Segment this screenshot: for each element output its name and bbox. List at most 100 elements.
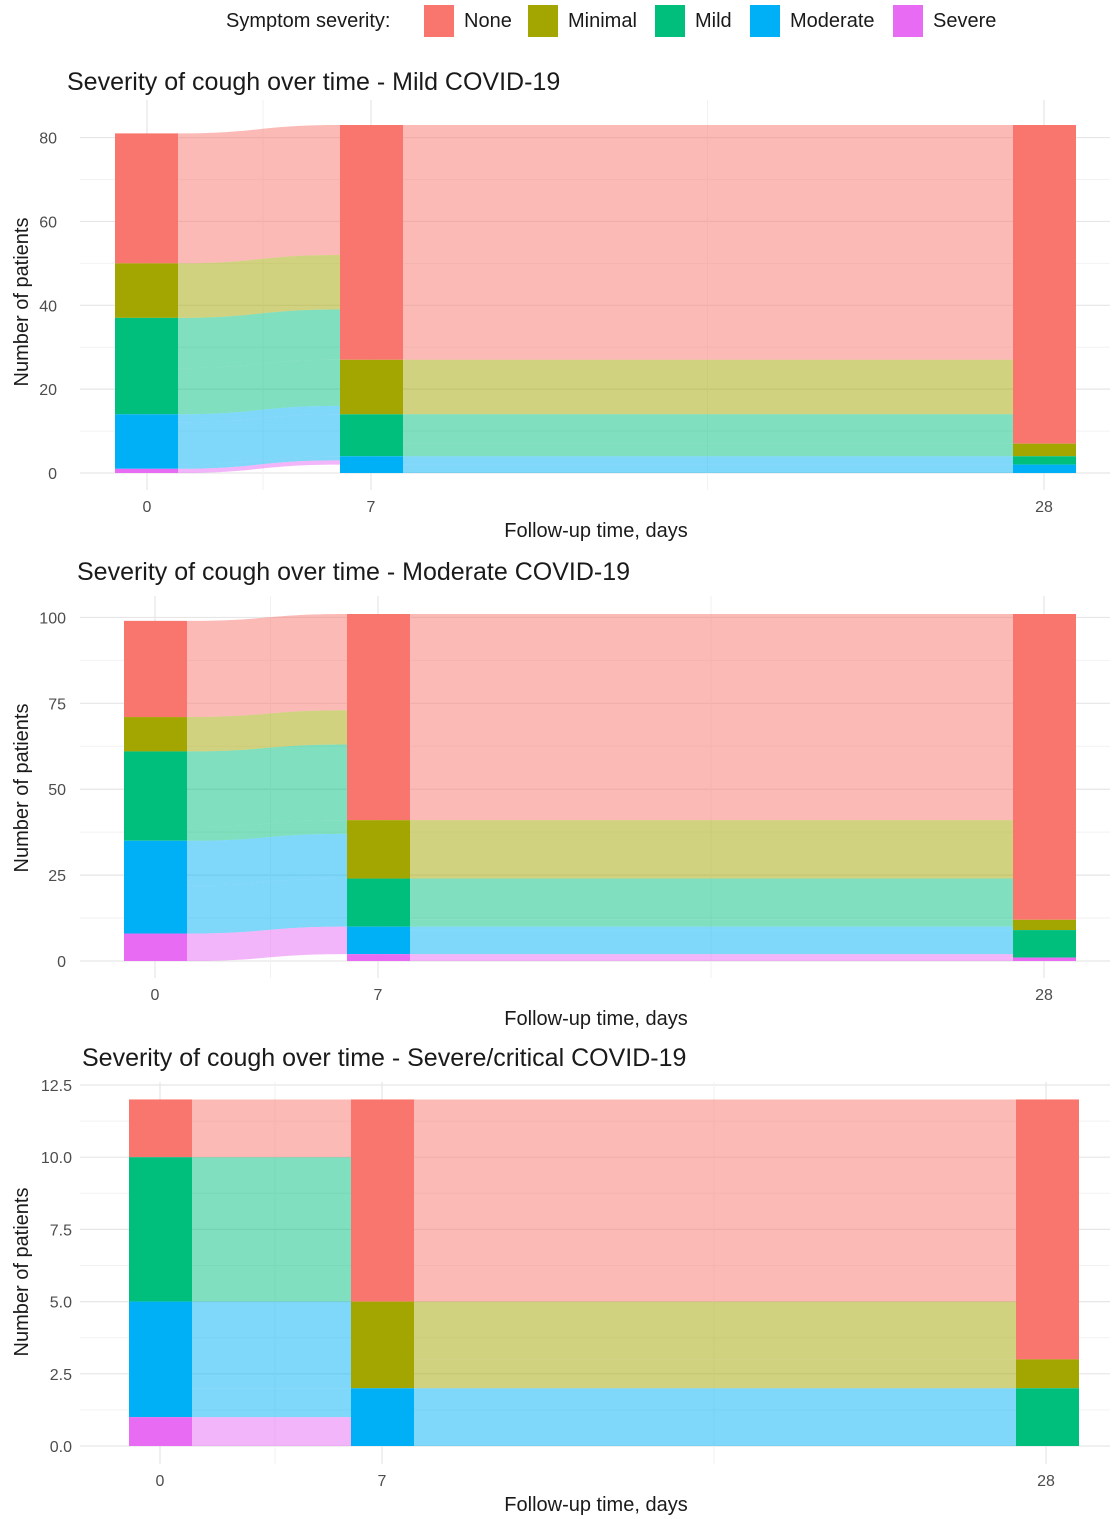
flow-minimal-to-none	[403, 359, 1013, 415]
chart-panel-2: 0.0 2.5 5.0 7.5 10.0 12.5 0 7 28 Follow-up time, …	[11, 1078, 1110, 1516]
stack-bar-none-day-7	[347, 614, 410, 821]
flow-moderate-to-moderate	[403, 464, 1013, 473]
legend-title: Symptom severity:	[226, 10, 391, 32]
x-tick-label: 7	[378, 1473, 387, 1490]
legend-label-severe: Severe	[933, 10, 997, 32]
stack-bar-none-day-0	[115, 133, 178, 264]
stack-bar-mild-day-28	[1016, 1388, 1079, 1446]
y-tick-labels: 0.0 2.5 5.0 7.5 10.0 12.5	[41, 1078, 72, 1456]
flow-minimal-to-none	[178, 254, 340, 318]
stack-bar-minimal-day-0	[124, 717, 187, 752]
flow-minimal-to-none	[187, 710, 347, 752]
y-tick-label: 75	[48, 696, 66, 713]
chart-title-mild: Severity of cough over time - Mild COVID…	[67, 68, 561, 96]
stack-bar-none-day-28	[1016, 1099, 1079, 1360]
stack-bar-mild-day-28	[1013, 930, 1076, 958]
flow-moderate-to-mild	[403, 456, 1013, 465]
y-tick-label: 80	[39, 131, 57, 148]
flow-mild-to-none	[410, 878, 1013, 920]
stack-bar-minimal-day-7	[340, 359, 403, 415]
x-axis-title: Follow-up time, days	[504, 520, 687, 542]
legend: Symptom severity: None Minimal Mild Mode…	[0, 0, 1120, 46]
stack-bar-none-day-0	[129, 1099, 192, 1158]
x-tick-label: 7	[374, 987, 383, 1004]
legend-swatch-severe	[893, 5, 923, 37]
y-tick-label: 7.5	[50, 1222, 72, 1239]
legend-label-moderate: Moderate	[790, 10, 875, 32]
x-tick-label: 0	[143, 499, 152, 516]
x-tick-labels: 0 7 28	[156, 1473, 1055, 1490]
stacks	[124, 614, 1076, 961]
y-tick-label: 100	[39, 610, 66, 627]
flow-moderate-to-mild	[414, 1388, 1016, 1446]
flow-moderate-to-moderate	[178, 456, 340, 469]
x-tick-label: 28	[1035, 987, 1053, 1004]
stack-bar-moderate-day-7	[351, 1388, 414, 1446]
stack-bar-none-day-0	[124, 620, 187, 718]
y-tick-label: 20	[39, 382, 57, 399]
flow-none-to-none	[187, 614, 347, 718]
y-tick-label: 60	[39, 214, 57, 231]
y-tick-labels: 0 20 40 60 80	[39, 131, 57, 483]
legend-swatch-mild	[655, 5, 685, 37]
flow-none-to-none	[414, 1099, 1016, 1302]
y-tick-label: 12.5	[41, 1078, 72, 1095]
flow-minimal-to-minimal	[414, 1359, 1016, 1389]
flow-none-to-none	[192, 1099, 351, 1158]
stack-bar-none-day-28	[1013, 614, 1076, 920]
stack-bar-moderate-day-0	[124, 840, 187, 934]
legend-swatch-moderate	[750, 5, 780, 37]
y-tick-label: 0	[57, 954, 66, 971]
flow-none-to-none	[410, 614, 1013, 821]
flow-severe-to-mild	[410, 954, 1013, 958]
y-axis-title: Number of patients	[11, 704, 33, 873]
flows	[178, 125, 1013, 473]
stack-bar-mild-day-28	[1013, 456, 1076, 465]
stack-bar-severe-day-0	[129, 1417, 192, 1446]
flow-minimal-to-none	[414, 1301, 1016, 1360]
y-tick-label: 0.0	[50, 1439, 72, 1456]
flow-moderate-to-minimal	[192, 1301, 351, 1389]
flow-moderate-to-mild	[187, 878, 347, 934]
x-tick-labels: 0 7 28	[143, 499, 1053, 516]
x-tick-label: 28	[1037, 1473, 1055, 1490]
flow-moderate-to-mild	[178, 414, 340, 465]
y-axis-title: Number of patients	[11, 1188, 33, 1357]
y-tick-label: 2.5	[50, 1367, 72, 1384]
flow-moderate-to-moderate	[192, 1388, 351, 1418]
stack-bar-mild-day-7	[340, 414, 403, 457]
stacks	[115, 125, 1076, 473]
flows	[187, 614, 1013, 961]
flow-minimal-to-none	[410, 820, 1013, 879]
flow-mild-to-minimal	[403, 443, 1013, 457]
legend-label-mild: Mild	[695, 10, 732, 32]
x-tick-label: 28	[1035, 499, 1053, 516]
stack-bar-mild-day-0	[115, 317, 178, 415]
flow-none-to-none	[403, 125, 1013, 360]
stack-bar-mild-day-7	[347, 878, 410, 927]
flow-severe-to-severe	[410, 957, 1013, 961]
stack-bar-minimal-day-28	[1016, 1359, 1079, 1389]
stack-bar-minimal-day-28	[1013, 443, 1076, 457]
y-tick-label: 40	[39, 298, 57, 315]
stack-bar-minimal-day-0	[115, 263, 178, 318]
legend-swatch-none	[424, 5, 454, 37]
stack-bar-none-day-28	[1013, 125, 1076, 444]
y-axis-title: Number of patients	[11, 218, 33, 387]
flow-severe-to-moderate	[187, 926, 347, 961]
stack-bar-moderate-day-7	[340, 456, 403, 473]
y-tick-label: 50	[48, 782, 66, 799]
stack-bar-severe-day-7	[347, 954, 410, 961]
stack-bar-mild-day-0	[124, 751, 187, 841]
stack-bar-moderate-day-7	[347, 926, 410, 955]
chart-panel-0: 0 20 40 60 80 0 7 28 Follow-up time, days Number …	[11, 100, 1110, 542]
flow-mild-to-none	[192, 1157, 351, 1302]
stack-bar-minimal-day-28	[1013, 919, 1076, 931]
chart-title-moderate: Severity of cough over time - Moderate C…	[77, 558, 631, 586]
x-tick-label: 7	[367, 499, 376, 516]
chart-title-severe: Severity of cough over time - Severe/cri…	[82, 1044, 687, 1072]
stack-bar-none-day-7	[351, 1099, 414, 1302]
flow-mild-to-none	[187, 744, 347, 828]
flows	[192, 1099, 1016, 1446]
